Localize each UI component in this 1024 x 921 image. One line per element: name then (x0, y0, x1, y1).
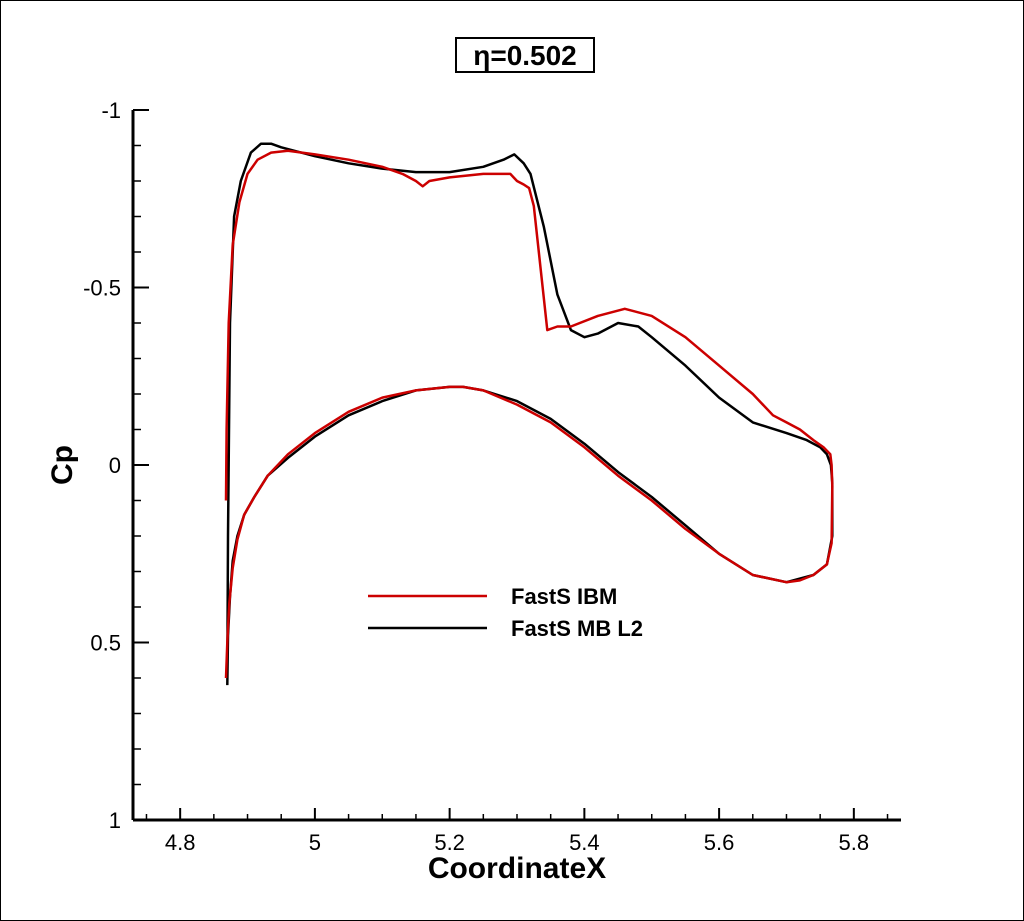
chart-title: η=0.502 (473, 40, 577, 71)
x-tick-label: 5.4 (569, 830, 600, 855)
y-tick-label: 0 (109, 453, 121, 478)
y-tick-label: 1 (109, 808, 121, 833)
x-tick-label: 5.6 (704, 830, 735, 855)
axes: 4.8 5 5.2 5.4 5.6 5.8 -1 -0.5 0 0.5 1 (83, 98, 901, 855)
series-layer (224, 142, 834, 686)
y-ticks: -1 -0.5 0 0.5 1 (83, 98, 149, 833)
x-tick-label: 5 (309, 830, 321, 855)
y-tick-label: -0.5 (83, 276, 121, 301)
title-frame (455, 37, 595, 73)
y-tick-label: -1 (101, 98, 121, 123)
legend-label-fasts-mb-l2: FastS MB L2 (511, 616, 643, 641)
legend: FastS IBM FastS MB L2 (368, 584, 643, 641)
x-tick-label: 4.8 (165, 830, 196, 855)
x-tick-label: 5.8 (839, 830, 870, 855)
x-tick-label: 5.2 (434, 830, 465, 855)
x-axis-title: CoordinateX (428, 852, 606, 885)
legend-label-fasts-ibm: FastS IBM (511, 584, 617, 609)
y-axis-title: Cp (46, 445, 79, 485)
x-ticks: 4.8 5 5.2 5.4 5.6 5.8 (145, 808, 889, 855)
title-box: η=0.502 (455, 37, 595, 73)
series-line-fasts-ibm (224, 149, 834, 679)
y-tick-label: 0.5 (90, 631, 121, 656)
series-line-fasts-mb-l2 (226, 142, 834, 686)
